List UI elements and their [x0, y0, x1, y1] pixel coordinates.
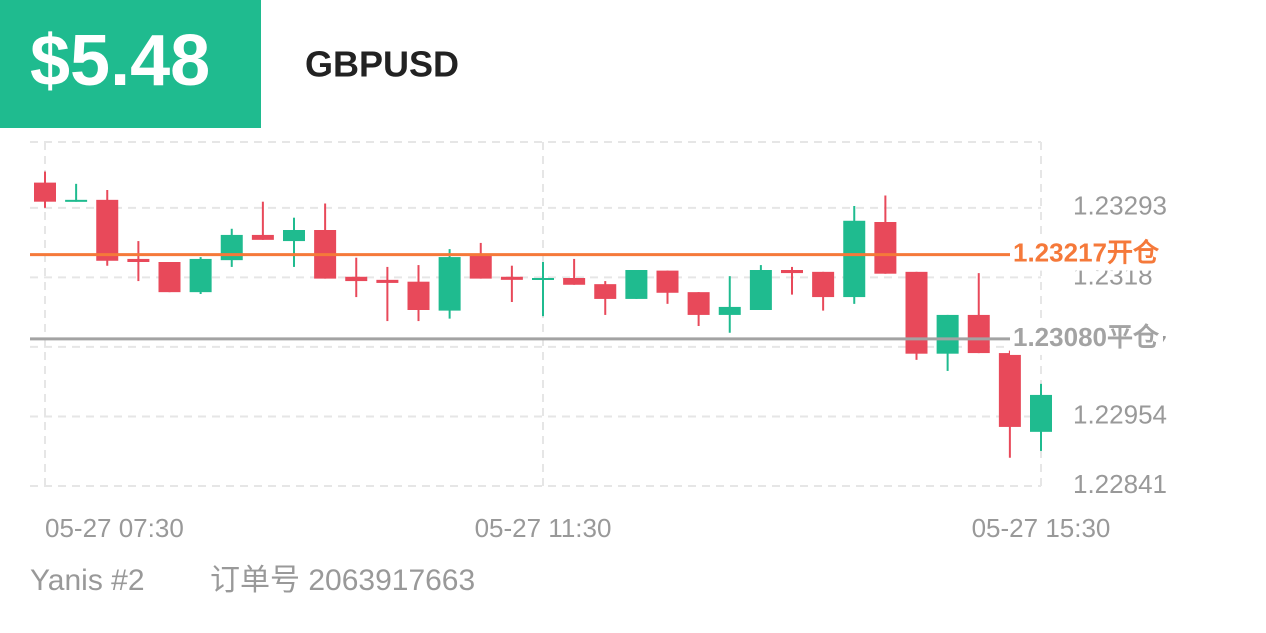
candle-body: [158, 262, 181, 293]
candle-body: [656, 270, 679, 293]
candle-body: [189, 258, 212, 293]
candle-body: [500, 276, 523, 280]
candle-body: [251, 234, 274, 240]
x-tick-label: 05-27 15:30: [972, 513, 1111, 543]
account: Yanis #2: [30, 564, 145, 597]
candle-body: [469, 255, 492, 279]
candle-body: [563, 278, 586, 285]
candle-body: [438, 257, 461, 311]
order-number: 订单号 2063917663: [210, 564, 475, 597]
candle-body: [936, 314, 959, 354]
profit-badge: [0, 0, 261, 128]
candle-body: [127, 258, 150, 262]
price-label-bg: [1010, 322, 1163, 355]
candle-body: [1030, 394, 1052, 432]
price-label: 1.23080平仓: [1013, 322, 1160, 352]
candle-body: [749, 270, 772, 310]
candle-body: [220, 234, 243, 261]
profit: $5.48: [30, 21, 210, 101]
y-tick-label: 1.22954: [1073, 399, 1167, 429]
candle-body: [96, 199, 119, 261]
x-tick-label: 05-27 07:30: [45, 513, 184, 543]
candle-body: [998, 353, 1021, 427]
candle-body: [407, 281, 430, 310]
candle-body: [283, 230, 305, 242]
candle-body: [781, 270, 803, 274]
candle-body: [376, 279, 399, 283]
y-tick-label: 1.23293: [1073, 191, 1167, 221]
candle-body: [812, 271, 835, 298]
symbol: GBPUSD: [305, 44, 459, 85]
price-label: 1.23217开仓: [1013, 237, 1160, 267]
candle-body: [905, 271, 928, 354]
y-tick-label: 1.22841: [1073, 469, 1167, 499]
candle-body: [65, 199, 88, 202]
candle-body: [874, 222, 897, 274]
price-label-bg: [1010, 238, 1163, 271]
candle-body: [594, 284, 617, 299]
candle-body: [843, 220, 866, 298]
candle-body: [967, 314, 990, 354]
candle-body: [532, 278, 554, 280]
candle-body: [34, 182, 56, 202]
candle-body: [345, 276, 368, 282]
candle-body: [718, 306, 741, 315]
candle-body: [625, 270, 648, 299]
x-tick-label: 05-27 11:30: [475, 513, 612, 543]
candle-body: [687, 292, 710, 315]
